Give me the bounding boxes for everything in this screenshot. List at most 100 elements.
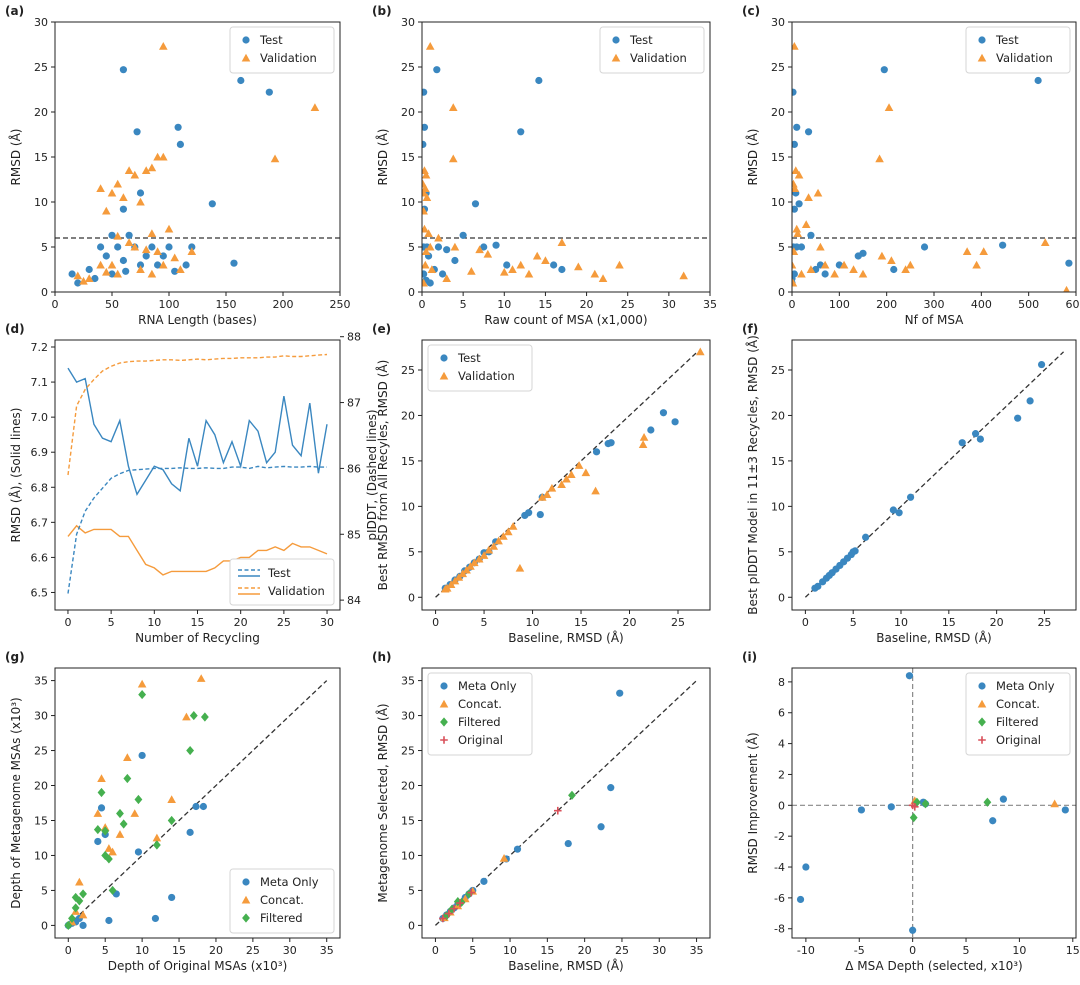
x-tick-label: 30 [662,298,676,311]
data-point [499,267,509,276]
identity-line [67,680,328,926]
data-point [68,270,76,278]
data-point [958,439,966,447]
data-point [84,274,94,282]
data-point [470,558,479,567]
data-point [921,799,930,809]
x-tick-label: 15 [191,616,205,629]
legend-label: Filtered [458,715,501,729]
plot-area [64,674,328,931]
legend-label: Validation [268,584,325,598]
legend-marker [242,878,250,886]
data-point [581,468,591,477]
data-point [107,260,117,269]
y-tick-label: 5 [408,546,415,559]
data-point [71,903,80,913]
legend-label: Meta Only [996,679,1055,693]
x-tick-label: 0 [432,616,439,629]
data-point [448,154,458,163]
data-point [499,532,508,540]
y-right-tick-label: 85 [347,528,361,541]
axes-frame [421,21,711,293]
legend-box [229,26,335,74]
plot-area [55,42,340,287]
y-tick-label: 0 [41,919,48,932]
data-point [821,270,829,278]
data-point [793,229,802,237]
data-point [450,242,460,251]
x-tick-label: 5 [469,944,476,957]
panel-e: (e) 0 5 10 15 20 25 0 5 10 15 20 25 Baseline, RMSD (Å… [372,322,711,645]
data-point [136,265,145,273]
x-tick-label: 5 [481,616,488,629]
x-tick-label: 5 [460,298,467,311]
x-axis-label: Δ MSA Depth (selected, x10³) [845,959,1022,973]
data-point [792,42,799,50]
y-tick-label: -8 [774,923,785,936]
data-point [171,267,179,275]
data-point [93,824,102,835]
data-point [105,916,113,925]
x-tick-label: 0 [52,298,59,311]
data-point [859,249,867,257]
series-line-test-solid [67,367,328,496]
data-point [119,205,127,213]
series-validation [422,42,688,287]
legend-marker [241,895,251,904]
data-point [119,66,127,74]
axes-frame [791,339,1077,611]
data-point [884,103,894,111]
x-tick-label: 35 [320,944,334,957]
data-point [793,123,801,131]
data-point [159,152,168,161]
y-tick-label: 5 [408,241,415,254]
data-point [119,193,128,201]
x-tick-label: 0 [909,944,916,957]
data-point [792,247,799,255]
data-point [797,269,806,278]
x-tick-label: 15 [540,944,554,957]
data-point [590,269,600,278]
y-right-axis-label: pIDDT, (Dashed lines) [365,409,379,540]
y-tick-label: 8 [778,676,785,689]
data-point [108,231,116,239]
legend: Test Validation [229,26,335,74]
x-tick-label: 30 [652,944,666,957]
axes-frame [421,339,711,611]
data-point [471,200,480,208]
x-tick-label: 0 [789,298,796,311]
data-point [138,689,147,700]
data-point [508,522,518,530]
legend: Test Validation [229,558,335,606]
data-point [425,242,435,251]
x-tick-label: 20 [209,944,223,957]
axes-frame [791,21,1077,293]
x-tick-label: 15 [942,616,956,629]
x-tick-label: 300 [924,298,945,311]
x-tick-label: 25 [277,616,291,629]
data-point [159,260,168,269]
legend-marker [978,36,986,44]
data-point [999,795,1007,803]
data-point [792,88,797,96]
y-tick-label: 20 [401,409,415,422]
data-point [598,274,608,282]
data-point [792,224,802,233]
y-tick-label: 30 [401,710,415,723]
x-tick-label: 500 [1018,298,1039,311]
data-point [237,76,245,85]
data-point [542,490,552,498]
data-point [115,830,125,838]
legend-marker [242,913,250,923]
y-axis-label: RMSD (Å) [745,129,760,186]
data-point [971,430,980,438]
y-tick-label: 30 [34,16,48,29]
data-point [101,826,110,836]
data-point [114,243,122,251]
plot-area [422,42,710,287]
data-point [494,536,503,545]
y-tick-label: 20 [34,780,48,793]
data-point [142,252,150,260]
legend-label: Meta Only [260,875,319,889]
y-tick-label: 15 [771,151,785,164]
